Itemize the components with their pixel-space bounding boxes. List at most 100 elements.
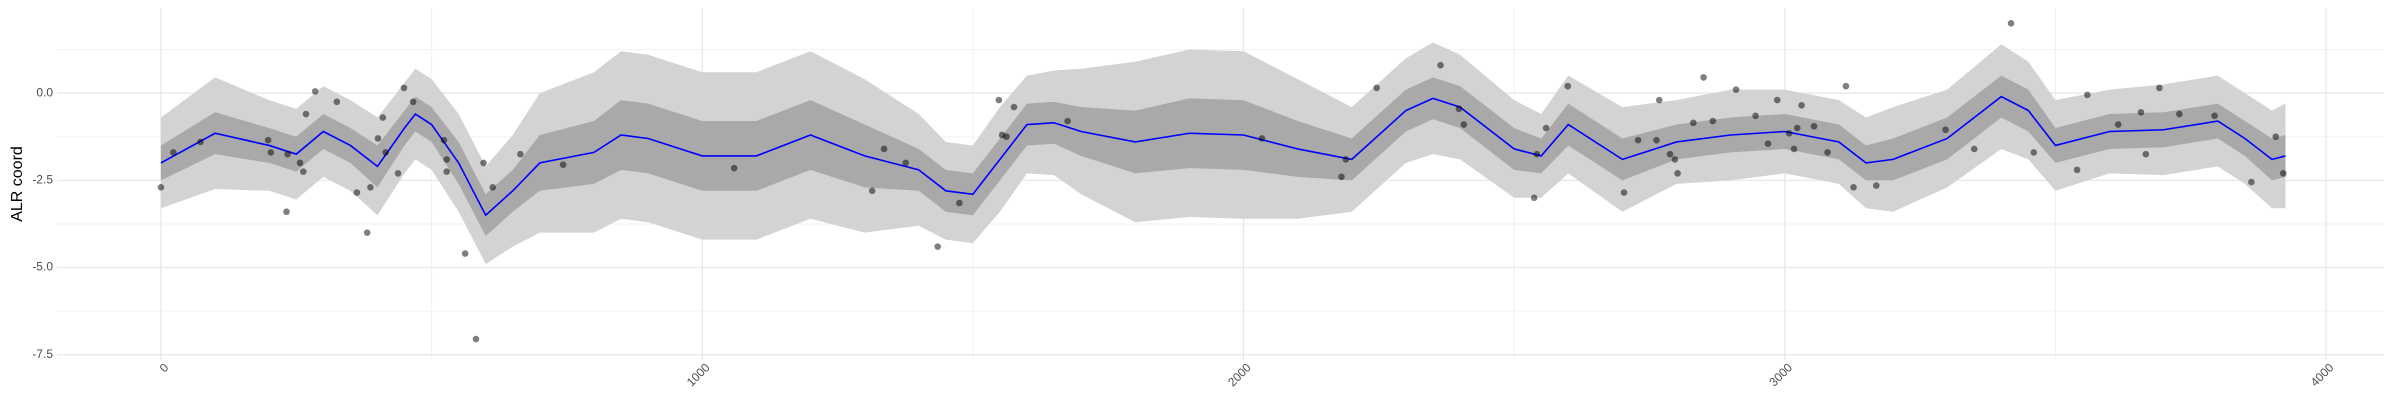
data-point — [1373, 84, 1380, 92]
data-point — [1798, 102, 1805, 109]
data-point — [353, 189, 361, 196]
data-point — [730, 164, 738, 172]
lines — [160, 95, 2286, 217]
data-point — [1970, 145, 1978, 153]
data-point — [1764, 140, 1772, 148]
data-point — [902, 159, 910, 167]
data-point — [559, 161, 567, 168]
data-point — [400, 84, 408, 92]
data-point — [880, 145, 888, 153]
data-point — [2156, 84, 2163, 92]
inner-band — [160, 75, 2286, 237]
data-point — [1790, 145, 1798, 153]
y-tick-label: 0.0 — [36, 85, 53, 99]
data-point — [461, 250, 469, 257]
data-point — [934, 243, 941, 250]
data-point — [1564, 82, 1572, 90]
data-point — [1666, 150, 1674, 158]
data-point — [311, 88, 319, 95]
data-point — [1752, 112, 1759, 120]
data-point — [1455, 105, 1463, 113]
data-point — [264, 136, 272, 144]
data-point — [283, 208, 290, 216]
y-tick-label: -5.0 — [32, 260, 53, 274]
data-point — [1653, 136, 1660, 144]
data-point — [1437, 61, 1444, 69]
data-point — [489, 184, 497, 191]
data-point — [1793, 124, 1801, 132]
data-point — [956, 199, 963, 207]
data-point — [1824, 149, 1831, 156]
data-point — [2272, 133, 2280, 141]
data-point — [1674, 170, 1681, 177]
data-point — [367, 184, 374, 191]
data-point — [1533, 150, 1541, 158]
y-tick-label: -7.5 — [32, 347, 53, 361]
data-point — [374, 135, 382, 142]
data-point — [1342, 156, 1350, 163]
data-point — [1842, 82, 1850, 90]
data-point — [2142, 150, 2150, 158]
data-point — [197, 138, 204, 146]
data-point — [443, 156, 451, 163]
data-point — [1003, 133, 1010, 141]
data-point — [1064, 117, 1071, 125]
data-point — [267, 149, 275, 156]
data-point — [1338, 173, 1345, 181]
x-tick-label: 0 — [157, 360, 172, 375]
data-point — [333, 98, 341, 106]
data-point — [1700, 74, 1707, 81]
data-point — [1620, 189, 1628, 196]
data-point — [2030, 149, 2038, 156]
data-point — [2084, 91, 2091, 99]
data-point — [1850, 184, 1857, 191]
data-point — [284, 150, 291, 158]
data-point — [1634, 136, 1642, 144]
data-point — [2073, 166, 2081, 174]
data-point — [302, 110, 310, 118]
data-point — [157, 184, 165, 191]
data-point — [1942, 126, 1949, 134]
mean-line — [160, 95, 2286, 217]
bands — [160, 42, 2286, 265]
data-point — [2248, 178, 2255, 186]
data-point — [868, 187, 876, 195]
data-point — [480, 159, 487, 167]
data-point — [443, 168, 451, 175]
data-point — [363, 229, 371, 236]
data-point — [1010, 103, 1018, 111]
data-point — [1671, 156, 1679, 163]
data-point — [2114, 121, 2122, 128]
data-point — [1773, 96, 1781, 104]
data-point — [1655, 96, 1663, 104]
data-point — [2176, 110, 2183, 118]
data-point — [1542, 124, 1550, 132]
x-tick-label: 2000 — [1225, 360, 1254, 389]
data-point — [517, 150, 524, 158]
data-point — [394, 170, 402, 177]
data-point — [1530, 194, 1538, 202]
data-point — [1709, 117, 1717, 125]
data-point — [379, 114, 387, 121]
x-tick-label: 1000 — [684, 360, 713, 389]
data-point — [382, 149, 389, 156]
data-point — [1460, 121, 1468, 128]
data-point — [1872, 182, 1880, 189]
data-point — [296, 159, 304, 167]
data-point — [1732, 86, 1740, 93]
data-point — [2137, 109, 2145, 116]
data-point — [440, 136, 448, 144]
data-point — [170, 149, 177, 156]
data-point — [472, 335, 480, 343]
data-point — [299, 168, 307, 175]
data-point — [2211, 112, 2218, 120]
y-axis-title: ALR coord — [9, 146, 26, 222]
data-point — [1785, 129, 1793, 137]
x-tick-label: 3000 — [1766, 360, 1795, 389]
data-point — [2280, 170, 2287, 177]
data-point — [1810, 122, 1818, 130]
x-tick-label: 4000 — [2308, 360, 2337, 389]
y-tick-label: -2.5 — [32, 173, 53, 187]
data-point — [995, 96, 1003, 104]
